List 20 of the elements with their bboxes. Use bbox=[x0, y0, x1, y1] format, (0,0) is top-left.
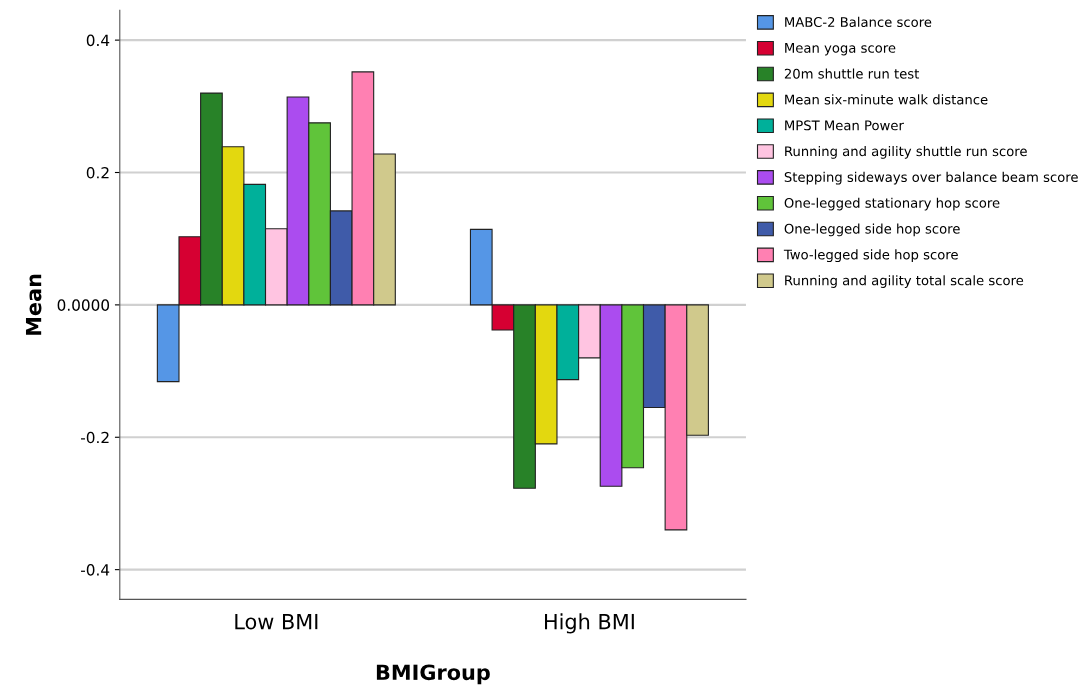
legend-label: Running and agility shuttle run score bbox=[785, 145, 1027, 159]
legend-label: Mean six-minute walk distance bbox=[785, 94, 988, 105]
y-axis-title: Mean bbox=[25, 274, 42, 335]
x-axis-title: BMIGroup bbox=[376, 664, 490, 685]
y-tick-label: 0.2 bbox=[86, 166, 109, 179]
legend-label: MABC-2 Balance score bbox=[785, 16, 932, 28]
legend-label: 20m shuttle run test bbox=[784, 68, 920, 79]
y-tick-label: -0.4 bbox=[81, 564, 110, 576]
legend-label: Two-legged side hop score bbox=[783, 249, 958, 263]
legend-label: Mean yoga score bbox=[785, 43, 896, 56]
legend-label: Running and agility total scale score bbox=[785, 275, 1024, 288]
y-tick-label: 0.4 bbox=[86, 34, 110, 47]
x-tick-label: High BMI bbox=[545, 613, 634, 634]
y-tick-label: 0.0000 bbox=[57, 299, 110, 311]
x-tick-label: Low BMI bbox=[235, 613, 318, 630]
legend-label: MPST Mean Power bbox=[785, 120, 904, 131]
legend-label: One-legged stationary hop score bbox=[784, 197, 1000, 211]
legend-label: One-legged side hop score bbox=[784, 223, 960, 237]
y-tick-label: -0.2 bbox=[81, 431, 109, 444]
legend-label: Stepping sideways over balance beam score bbox=[784, 171, 1078, 185]
